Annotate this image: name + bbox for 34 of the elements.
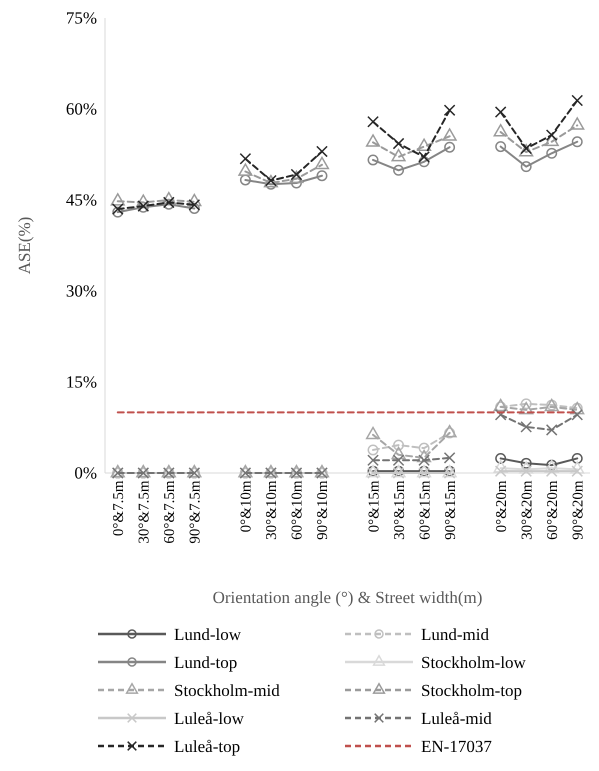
legend-label: Stockholm-mid xyxy=(174,680,280,700)
legend-label: Stockholm-top xyxy=(421,680,522,700)
y-tick-label: 15% xyxy=(66,372,97,392)
legend-label: Lund-mid xyxy=(421,624,490,644)
legend-label: Luleå-mid xyxy=(421,708,492,728)
legend-label: EN-17037 xyxy=(421,736,492,756)
x-tick-label: 60°&15m xyxy=(417,480,434,540)
x-tick-label: 30°&15m xyxy=(392,480,408,540)
y-tick-label: 60% xyxy=(66,99,97,118)
x-tick-label: 60°&20m xyxy=(544,480,561,540)
x-tick-label: 90°&20m xyxy=(570,480,586,540)
x-tick-label: 90°&10m xyxy=(315,480,332,540)
x-tick-label: 90°&7.5m xyxy=(188,480,204,544)
y-axis-title: ASE(%) xyxy=(15,216,34,274)
x-tick-label: 90°&15m xyxy=(442,480,459,540)
x-tick-label: 0°&7.5m xyxy=(111,480,128,536)
x-tick-label: 0°&15m xyxy=(366,480,382,532)
y-tick-label: 30% xyxy=(66,281,97,300)
x-tick-label: 0°&10m xyxy=(238,480,255,532)
y-tick-label: 75% xyxy=(66,8,97,28)
x-tick-label: 0°&20m xyxy=(494,480,510,532)
x-tick-label: 60°&7.5m xyxy=(162,480,178,544)
x-tick-label: 30°&20m xyxy=(519,480,536,540)
x-axis-title: Orientation angle (°) & Street width(m) xyxy=(212,588,482,607)
y-tick-label: 45% xyxy=(66,190,97,210)
legend-label: Lund-low xyxy=(174,624,242,644)
legend-label: Luleå-top xyxy=(174,736,240,756)
x-tick-label: 30°&7.5m xyxy=(136,480,153,544)
y-tick-label: 0% xyxy=(74,463,97,482)
x-tick-label: 60°&10m xyxy=(290,480,306,540)
legend-label: Luleå-low xyxy=(174,708,245,728)
legend-label: Lund-top xyxy=(174,652,238,672)
legend-label: Stockholm-low xyxy=(421,652,527,672)
x-tick-label: 30°&10m xyxy=(264,480,280,540)
